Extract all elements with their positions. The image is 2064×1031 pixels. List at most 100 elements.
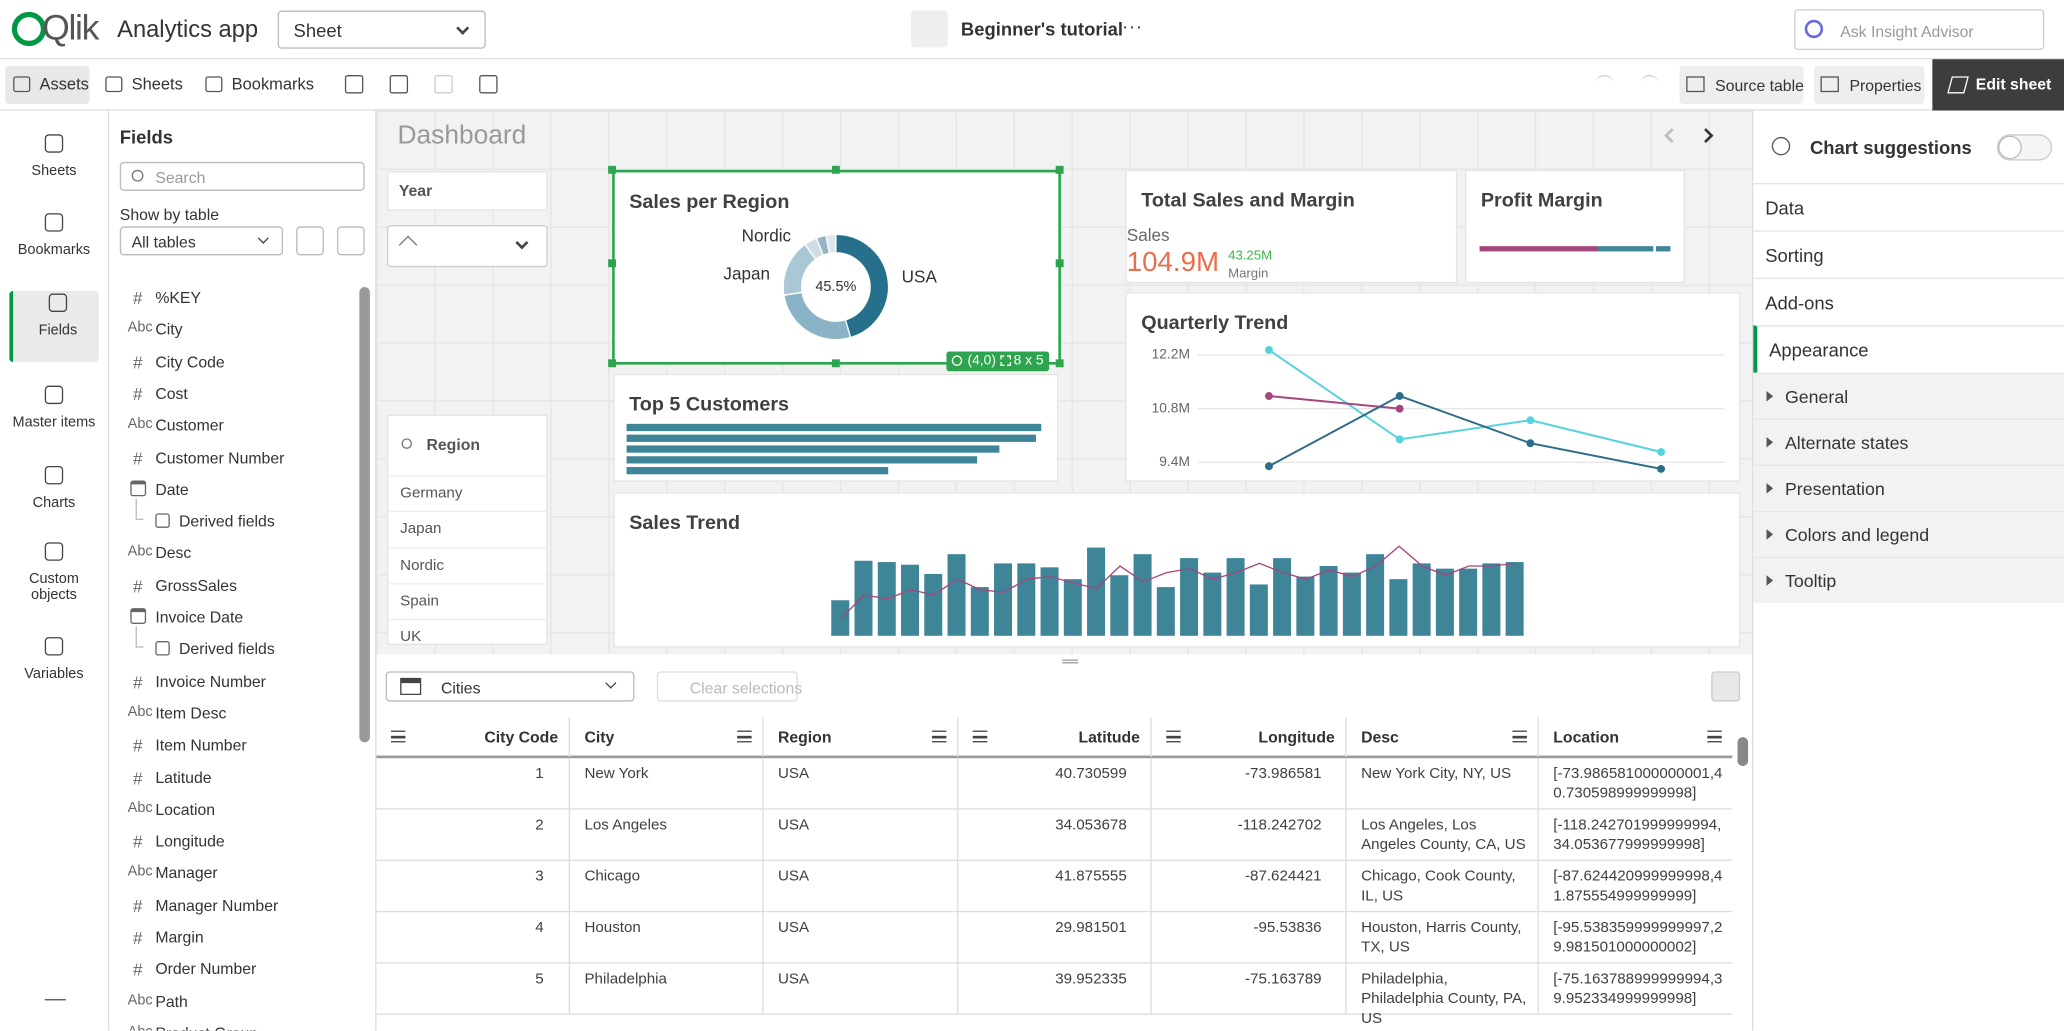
table-scrollbar[interactable] [1736,720,1749,1031]
table-cell[interactable]: Los Angeles [569,810,763,861]
table-cell[interactable]: USA [762,964,957,1015]
insight-search[interactable]: Ask Insight Advisor [1794,9,2044,50]
table-cell[interactable]: [-118.242701999999994,34.053677999999998… [1537,810,1732,861]
table-cell[interactable]: [-87.624420999999998,41.875554999999999] [1537,861,1732,912]
resize-handle[interactable] [1056,359,1064,367]
table-cell[interactable]: -95.53836 [1150,912,1345,963]
table-cell[interactable]: 34.053678 [957,810,1151,861]
chart-card[interactable]: Profit Margin [1465,170,1685,283]
toolbar-button[interactable]: Source table [1680,66,1804,104]
table-cell[interactable]: USA [762,810,957,861]
field-item[interactable]: #Longitude [120,827,354,856]
table-cell[interactable]: Chicago, Cook County, IL, US [1345,861,1537,912]
table-cell[interactable]: 41.875555 [957,861,1151,912]
table-cell[interactable]: USA [762,861,957,912]
table-cell[interactable]: Chicago [569,861,763,912]
table-cell[interactable]: Houston, Harris County, TX, US [1345,912,1537,963]
field-item[interactable]: Date [120,475,354,504]
table-select[interactable]: All tables [120,226,283,255]
resize-handle[interactable] [1056,259,1064,267]
splitter[interactable] [1062,659,1078,663]
undo-redo[interactable] [1595,75,1613,93]
edit-tool[interactable] [434,75,452,93]
table-cell[interactable]: 29.981501 [957,912,1151,963]
field-item[interactable]: AbcPath [120,987,354,1016]
column-header[interactable]: Latitude [957,717,1151,756]
column-header[interactable]: City Code [376,717,568,756]
more-menu[interactable]: ··· [1122,16,1143,40]
field-item[interactable]: AbcItem Desc [120,699,354,728]
resize-handle[interactable] [608,166,616,174]
add-button[interactable] [337,226,365,255]
field-item[interactable]: #%KEY [120,283,354,312]
clear-selections[interactable]: Clear selections [657,671,798,701]
panel-subsection[interactable]: Tooltip [1753,557,2064,603]
resize-handle[interactable] [608,359,616,367]
table-cell[interactable]: New York City, NY, US [1345,758,1537,809]
resize-handle[interactable] [832,166,840,174]
nav-item[interactable]: Sheets [9,132,99,203]
field-item[interactable]: #Invoice Number [120,667,354,696]
chart-card[interactable]: Year [387,171,548,210]
table-cell[interactable]: USA [762,758,957,809]
field-item[interactable]: #City Code [120,347,354,376]
table-cell[interactable]: -118.242702 [1150,810,1345,861]
toolbar-button[interactable]: Assets [5,66,89,104]
table-cell[interactable]: 2 [376,810,568,861]
table-cell[interactable]: [-95.538359999999997,29.981501000000002] [1537,912,1732,963]
panel-section[interactable]: Data [1753,183,2064,230]
resize-handle[interactable] [832,359,840,367]
table-cell[interactable]: 1 [376,758,568,809]
column-header[interactable]: Longitude [1150,717,1345,756]
column-header[interactable]: City [569,717,763,756]
nav-item[interactable]: Master items [9,383,99,454]
edit-tool[interactable] [390,75,408,93]
chart-card[interactable]: RegionGermanyJapanNordicSpainUK [387,415,548,645]
table-cell[interactable]: Philadelphia, Philadelphia County, PA, U… [1345,964,1537,1015]
edit-tool[interactable] [345,75,363,93]
table-cell[interactable]: -87.624421 [1150,861,1345,912]
table-cell[interactable]: 40.730599 [957,758,1151,809]
field-item[interactable]: AbcProduct Group [120,1019,354,1031]
toolbar-button[interactable]: Sheets [97,66,189,104]
chart-card[interactable]: Total Sales and MarginSales104.9M43.25MM… [1125,170,1457,283]
fields-search[interactable]: Search [120,162,365,191]
nav-item[interactable]: Bookmarks [9,211,99,282]
table-cell[interactable]: 39.952335 [957,964,1151,1015]
sheet-dropdown[interactable]: Sheet··· [278,11,486,49]
table-cell[interactable]: Houston [569,912,763,963]
column-header[interactable]: Location [1537,717,1732,756]
table-cell[interactable]: Los Angeles, Los Angeles County, CA, US [1345,810,1537,861]
table-cell[interactable]: [-73.986581000000001,40.730598999999998] [1537,758,1732,809]
toolbar-button[interactable]: Properties [1814,66,1925,104]
table-cell[interactable]: [-75.163788999999994,39.952334999999998] [1537,964,1732,1015]
toolbar-button[interactable]: Bookmarks [197,66,313,104]
field-item[interactable]: #Margin [120,923,354,952]
panel-section[interactable]: Appearance [1753,325,2064,372]
resize-handle[interactable] [1056,166,1064,174]
table-cell[interactable]: 4 [376,912,568,963]
panel-subsection[interactable]: Presentation [1753,465,2064,511]
panel-section[interactable]: Sorting [1753,230,2064,277]
field-item[interactable]: Derived fields [120,635,354,664]
panel-section[interactable]: Add-ons [1753,278,2064,325]
field-item[interactable]: Derived fields [120,507,354,536]
field-item[interactable]: #Manager Number [120,891,354,920]
nav-item[interactable]: Charts [9,463,99,534]
table-cell[interactable]: -73.986581 [1150,758,1345,809]
refresh-button[interactable] [296,226,324,255]
edit-tool[interactable] [479,75,497,93]
field-item[interactable]: #Order Number [120,955,354,984]
field-item[interactable]: Invoice Date [120,603,354,632]
filter-value[interactable]: Nordic [388,547,549,583]
field-item[interactable]: AbcLocation [120,795,354,824]
edit-sheet-button[interactable]: Edit sheet [1932,59,2064,110]
table-cell[interactable]: 3 [376,861,568,912]
collapse-nav[interactable] [45,996,66,1000]
table-cell[interactable]: -75.163789 [1150,964,1345,1015]
field-item[interactable]: #Customer Number [120,443,354,472]
table-select[interactable]: Cities [386,671,635,701]
filter-value[interactable]: Germany [388,475,549,511]
fields-scrollbar[interactable] [359,287,370,742]
table-cell[interactable]: 5 [376,964,568,1015]
